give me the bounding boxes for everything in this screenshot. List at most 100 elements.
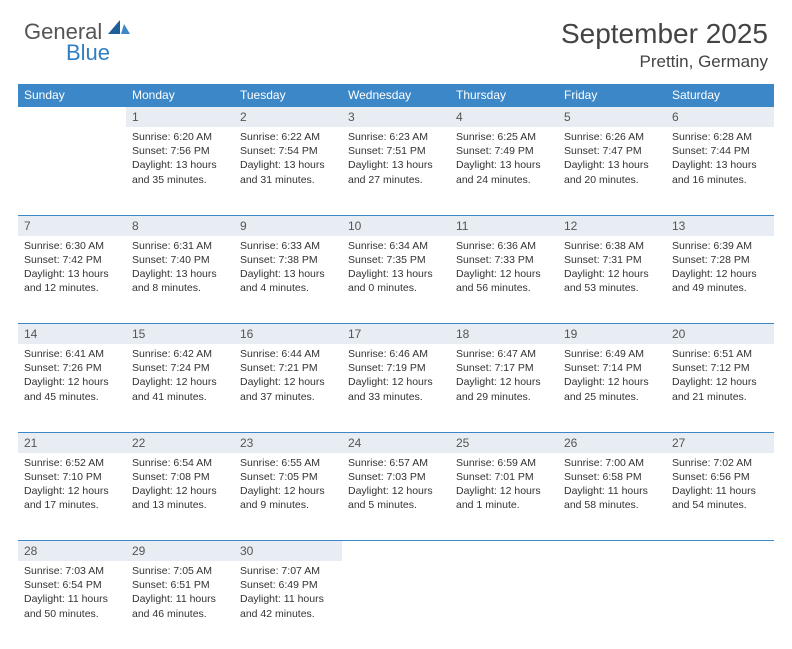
sunset-text: Sunset: 7:03 PM bbox=[348, 470, 444, 484]
day-header: Thursday bbox=[450, 84, 558, 107]
month-title: September 2025 bbox=[561, 18, 768, 50]
day-number-cell: 25 bbox=[450, 432, 558, 453]
day-content-cell bbox=[342, 561, 450, 649]
day-content-cell: Sunrise: 6:49 AMSunset: 7:14 PMDaylight:… bbox=[558, 344, 666, 432]
sunset-text: Sunset: 6:58 PM bbox=[564, 470, 660, 484]
sunset-text: Sunset: 6:51 PM bbox=[132, 578, 228, 592]
day-number-cell: 8 bbox=[126, 215, 234, 236]
content-row: Sunrise: 7:03 AMSunset: 6:54 PMDaylight:… bbox=[18, 561, 774, 649]
daylight-text: Daylight: 12 hours and 17 minutes. bbox=[24, 484, 120, 512]
sunset-text: Sunset: 7:40 PM bbox=[132, 253, 228, 267]
sunrise-text: Sunrise: 6:20 AM bbox=[132, 130, 228, 144]
daylight-text: Daylight: 12 hours and 53 minutes. bbox=[564, 267, 660, 295]
daylight-text: Daylight: 12 hours and 37 minutes. bbox=[240, 375, 336, 403]
day-number-cell: 24 bbox=[342, 432, 450, 453]
content-row: Sunrise: 6:52 AMSunset: 7:10 PMDaylight:… bbox=[18, 453, 774, 541]
day-number-cell: 14 bbox=[18, 324, 126, 345]
day-number-cell bbox=[342, 541, 450, 562]
daylight-text: Daylight: 13 hours and 20 minutes. bbox=[564, 158, 660, 186]
daylight-text: Daylight: 12 hours and 9 minutes. bbox=[240, 484, 336, 512]
sunset-text: Sunset: 7:42 PM bbox=[24, 253, 120, 267]
day-number-cell: 28 bbox=[18, 541, 126, 562]
day-content-cell bbox=[666, 561, 774, 649]
day-number-cell: 6 bbox=[666, 107, 774, 128]
day-number-cell bbox=[450, 541, 558, 562]
content-row: Sunrise: 6:30 AMSunset: 7:42 PMDaylight:… bbox=[18, 236, 774, 324]
sunset-text: Sunset: 7:47 PM bbox=[564, 144, 660, 158]
daylight-text: Daylight: 12 hours and 45 minutes. bbox=[24, 375, 120, 403]
sunset-text: Sunset: 6:49 PM bbox=[240, 578, 336, 592]
sunset-text: Sunset: 7:24 PM bbox=[132, 361, 228, 375]
day-header: Monday bbox=[126, 84, 234, 107]
daylight-text: Daylight: 13 hours and 24 minutes. bbox=[456, 158, 552, 186]
daylight-text: Daylight: 12 hours and 29 minutes. bbox=[456, 375, 552, 403]
day-content-cell: Sunrise: 6:38 AMSunset: 7:31 PMDaylight:… bbox=[558, 236, 666, 324]
day-content-cell: Sunrise: 6:39 AMSunset: 7:28 PMDaylight:… bbox=[666, 236, 774, 324]
day-number-cell: 18 bbox=[450, 324, 558, 345]
sunrise-text: Sunrise: 6:25 AM bbox=[456, 130, 552, 144]
day-number-cell: 1 bbox=[126, 107, 234, 128]
sunrise-text: Sunrise: 6:22 AM bbox=[240, 130, 336, 144]
daylight-text: Daylight: 11 hours and 42 minutes. bbox=[240, 592, 336, 620]
day-content-cell: Sunrise: 7:07 AMSunset: 6:49 PMDaylight:… bbox=[234, 561, 342, 649]
day-content-cell: Sunrise: 6:36 AMSunset: 7:33 PMDaylight:… bbox=[450, 236, 558, 324]
sunrise-text: Sunrise: 6:55 AM bbox=[240, 456, 336, 470]
sunrise-text: Sunrise: 7:00 AM bbox=[564, 456, 660, 470]
day-number-cell: 27 bbox=[666, 432, 774, 453]
sunset-text: Sunset: 7:56 PM bbox=[132, 144, 228, 158]
day-content-cell: Sunrise: 6:42 AMSunset: 7:24 PMDaylight:… bbox=[126, 344, 234, 432]
day-number-cell bbox=[558, 541, 666, 562]
day-number-cell: 30 bbox=[234, 541, 342, 562]
logo-text-blue: Blue bbox=[66, 40, 110, 66]
day-number-cell: 20 bbox=[666, 324, 774, 345]
day-number-cell: 3 bbox=[342, 107, 450, 128]
day-header: Saturday bbox=[666, 84, 774, 107]
day-number-cell: 2 bbox=[234, 107, 342, 128]
sunset-text: Sunset: 7:08 PM bbox=[132, 470, 228, 484]
sunset-text: Sunset: 6:56 PM bbox=[672, 470, 768, 484]
daylight-text: Daylight: 12 hours and 41 minutes. bbox=[132, 375, 228, 403]
daylight-text: Daylight: 13 hours and 12 minutes. bbox=[24, 267, 120, 295]
day-content-cell bbox=[450, 561, 558, 649]
sunset-text: Sunset: 7:14 PM bbox=[564, 361, 660, 375]
daynum-row: 14151617181920 bbox=[18, 324, 774, 345]
day-content-cell: Sunrise: 6:54 AMSunset: 7:08 PMDaylight:… bbox=[126, 453, 234, 541]
day-content-cell: Sunrise: 6:44 AMSunset: 7:21 PMDaylight:… bbox=[234, 344, 342, 432]
day-number-cell: 7 bbox=[18, 215, 126, 236]
day-header: Sunday bbox=[18, 84, 126, 107]
day-number-cell: 15 bbox=[126, 324, 234, 345]
day-content-cell: Sunrise: 6:47 AMSunset: 7:17 PMDaylight:… bbox=[450, 344, 558, 432]
day-content-cell: Sunrise: 7:00 AMSunset: 6:58 PMDaylight:… bbox=[558, 453, 666, 541]
day-number-cell: 21 bbox=[18, 432, 126, 453]
day-number-cell: 26 bbox=[558, 432, 666, 453]
daylight-text: Daylight: 13 hours and 31 minutes. bbox=[240, 158, 336, 186]
day-content-cell: Sunrise: 6:30 AMSunset: 7:42 PMDaylight:… bbox=[18, 236, 126, 324]
day-content-cell: Sunrise: 7:02 AMSunset: 6:56 PMDaylight:… bbox=[666, 453, 774, 541]
sunset-text: Sunset: 7:54 PM bbox=[240, 144, 336, 158]
sunset-text: Sunset: 7:12 PM bbox=[672, 361, 768, 375]
sunset-text: Sunset: 7:05 PM bbox=[240, 470, 336, 484]
sunset-text: Sunset: 7:10 PM bbox=[24, 470, 120, 484]
daynum-row: 123456 bbox=[18, 107, 774, 128]
day-content-cell: Sunrise: 7:05 AMSunset: 6:51 PMDaylight:… bbox=[126, 561, 234, 649]
day-content-cell: Sunrise: 6:26 AMSunset: 7:47 PMDaylight:… bbox=[558, 127, 666, 215]
daylight-text: Daylight: 12 hours and 21 minutes. bbox=[672, 375, 768, 403]
day-content-cell: Sunrise: 6:59 AMSunset: 7:01 PMDaylight:… bbox=[450, 453, 558, 541]
sunrise-text: Sunrise: 7:02 AM bbox=[672, 456, 768, 470]
sunrise-text: Sunrise: 6:44 AM bbox=[240, 347, 336, 361]
day-number-cell: 12 bbox=[558, 215, 666, 236]
day-number-cell bbox=[666, 541, 774, 562]
location: Prettin, Germany bbox=[561, 52, 768, 72]
sunrise-text: Sunrise: 6:36 AM bbox=[456, 239, 552, 253]
day-content-cell: Sunrise: 6:20 AMSunset: 7:56 PMDaylight:… bbox=[126, 127, 234, 215]
sunrise-text: Sunrise: 6:51 AM bbox=[672, 347, 768, 361]
sunrise-text: Sunrise: 7:03 AM bbox=[24, 564, 120, 578]
daylight-text: Daylight: 13 hours and 0 minutes. bbox=[348, 267, 444, 295]
day-number-cell: 10 bbox=[342, 215, 450, 236]
sunrise-text: Sunrise: 6:28 AM bbox=[672, 130, 768, 144]
day-number-cell: 19 bbox=[558, 324, 666, 345]
content-row: Sunrise: 6:41 AMSunset: 7:26 PMDaylight:… bbox=[18, 344, 774, 432]
sunrise-text: Sunrise: 6:49 AM bbox=[564, 347, 660, 361]
sunrise-text: Sunrise: 6:26 AM bbox=[564, 130, 660, 144]
logo: General Blue bbox=[24, 18, 132, 45]
